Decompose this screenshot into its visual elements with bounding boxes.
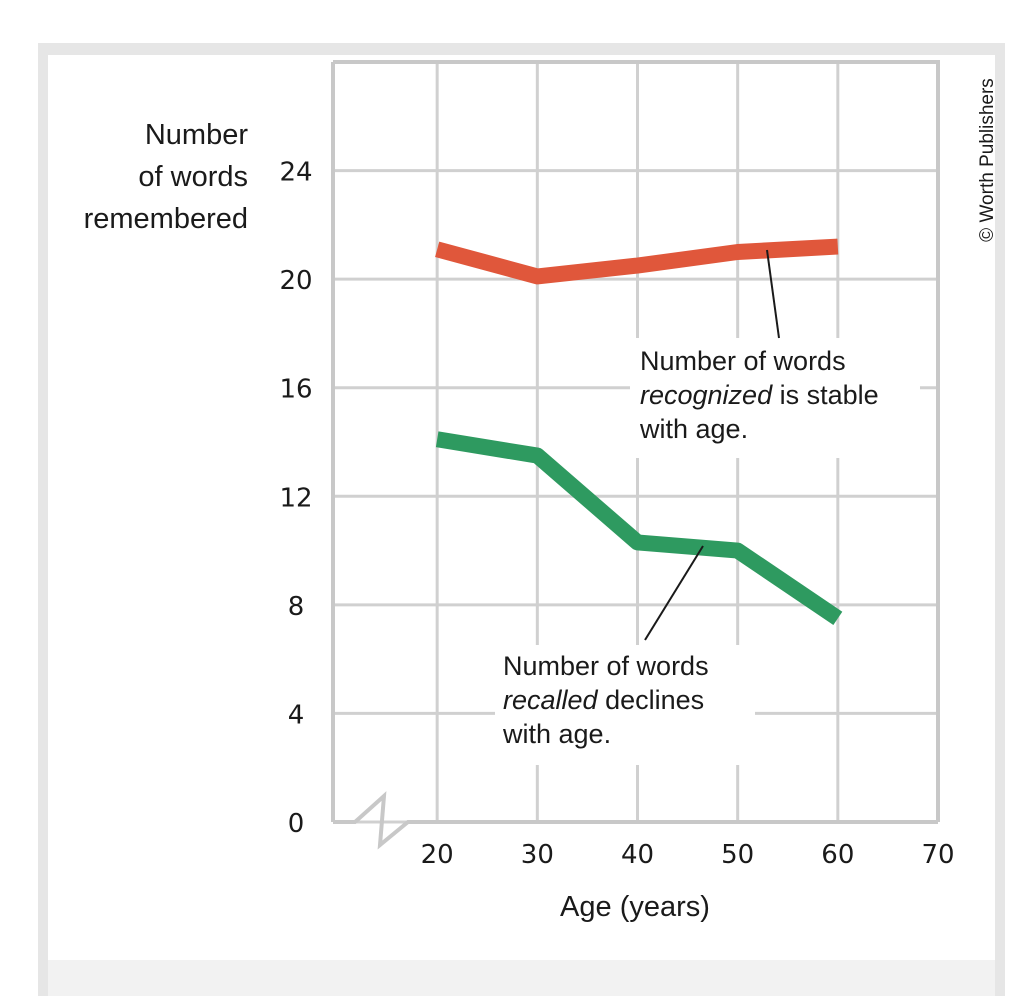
x-axis-break [333, 791, 938, 850]
pointer [644, 545, 704, 641]
y-tick-label: 4 [288, 700, 305, 730]
series-line [435, 431, 843, 626]
annotation-text: is stable [772, 380, 879, 410]
footer-band [48, 960, 995, 996]
y-tick-label: 8 [288, 592, 305, 622]
y-tick-label: 0 [288, 809, 305, 839]
x-tick-label: 60 [821, 840, 854, 870]
pointer [766, 249, 780, 339]
y-axis-label: remembered [84, 203, 248, 235]
annotation: Number of words [640, 346, 846, 376]
x-tick-label: 20 [421, 840, 454, 870]
annotation-italic: recognized [640, 380, 773, 410]
annotation: with age. [502, 719, 611, 749]
series-line [435, 238, 839, 285]
annotation: recognized is stable [640, 380, 879, 410]
annotation-backgrounds [495, 338, 920, 765]
annotation: Number of words [503, 651, 709, 681]
annotation-bg [630, 338, 920, 458]
x-tick-label: 30 [521, 840, 554, 870]
y-axis-label: Number [145, 119, 248, 151]
annotation-bg [495, 645, 755, 765]
annotation-italic: recalled [503, 685, 599, 715]
series-group [435, 238, 843, 626]
y-tick-label: 16 [279, 375, 312, 405]
y-tick-label: 24 [279, 158, 312, 188]
y-axis-label: of words [138, 161, 248, 193]
y-tick-label: 12 [279, 483, 312, 513]
annotation-text: declines [598, 685, 705, 715]
x-tick-label: 40 [621, 840, 654, 870]
x-axis-label: Age (years) [560, 891, 710, 923]
credit: © Worth Publishers [977, 78, 998, 242]
y-tick-label: 20 [279, 266, 312, 296]
x-tick-label: 50 [721, 840, 754, 870]
annotation: with age. [639, 414, 748, 444]
plot-border [331, 60, 940, 822]
annotation: recalled declines [503, 685, 704, 715]
x-tick-label: 70 [921, 840, 954, 870]
